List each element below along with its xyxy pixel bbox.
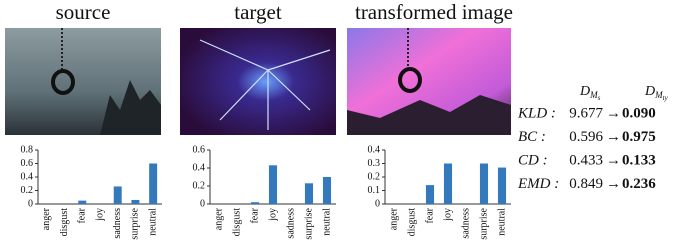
metric-to: 0.975 bbox=[622, 129, 656, 145]
x-tick-label: disgust bbox=[231, 208, 242, 237]
y-tick-label: 0 bbox=[28, 198, 33, 209]
x-tick-label: anger bbox=[213, 207, 224, 230]
metric-to: 0.236 bbox=[622, 176, 656, 192]
y-tick-label: 0.8 bbox=[21, 144, 34, 155]
metric-from: 9.677 bbox=[569, 105, 603, 121]
bar bbox=[480, 164, 488, 205]
y-tick-label: 0.4 bbox=[193, 162, 206, 173]
y-tick-label: 0.3 bbox=[368, 158, 381, 169]
x-tick-label: joy bbox=[94, 208, 105, 222]
y-tick-label: 0.2 bbox=[368, 171, 381, 182]
bar bbox=[269, 165, 277, 204]
metric-label: CD : bbox=[518, 152, 548, 168]
panel-title: source bbox=[56, 0, 111, 24]
x-tick-label: disgust bbox=[406, 208, 417, 237]
x-tick-label: surprise bbox=[130, 207, 141, 239]
metric-header: DMty bbox=[644, 84, 669, 101]
arrow: → bbox=[606, 105, 621, 121]
x-tick-label: disgust bbox=[59, 208, 70, 237]
y-tick-label: 0.6 bbox=[21, 158, 34, 169]
metric-to: 0.133 bbox=[622, 152, 656, 168]
figure: source target transformed image DMs DMty… bbox=[0, 0, 697, 247]
header-part: D bbox=[644, 84, 655, 99]
y-tick-label: 0.2 bbox=[21, 185, 34, 196]
bar bbox=[426, 185, 434, 204]
metric-from: 0.596 bbox=[569, 129, 603, 145]
x-tick-label: fear bbox=[249, 207, 260, 223]
x-tick-label: neutral bbox=[496, 208, 507, 236]
bar bbox=[149, 164, 157, 205]
metric-from: 0.433 bbox=[569, 152, 603, 168]
x-tick-label: sadness bbox=[460, 208, 471, 239]
x-tick-label: fear bbox=[77, 207, 88, 223]
x-tick-label: neutral bbox=[147, 208, 158, 236]
bar bbox=[305, 183, 313, 204]
arrow: → bbox=[606, 152, 621, 168]
metric-to: 0.090 bbox=[622, 105, 656, 121]
x-tick-label: fear bbox=[424, 207, 435, 223]
y-tick-label: 0.4 bbox=[368, 144, 381, 155]
panel-title: target bbox=[234, 0, 282, 24]
arrow: → bbox=[606, 129, 621, 145]
bar bbox=[444, 164, 452, 205]
x-tick-label: surprise bbox=[303, 207, 314, 239]
target-image bbox=[180, 28, 336, 135]
y-tick-label: 0.2 bbox=[193, 180, 206, 191]
y-tick-label: 0.6 bbox=[193, 144, 206, 155]
header-part: D bbox=[579, 84, 590, 99]
x-tick-label: anger bbox=[388, 207, 399, 230]
arrow: → bbox=[606, 176, 621, 192]
metrics: DMs DMty bbox=[579, 84, 669, 101]
x-tick-label: neutral bbox=[321, 208, 332, 236]
transformed-image bbox=[347, 28, 511, 135]
metric-label: BC : bbox=[518, 129, 546, 145]
bar bbox=[131, 200, 139, 204]
bar bbox=[323, 177, 331, 204]
x-tick-label: sadness bbox=[112, 208, 123, 239]
bar bbox=[498, 168, 506, 204]
bar bbox=[78, 201, 86, 204]
bar bbox=[114, 186, 122, 204]
y-tick-label: 0.1 bbox=[368, 185, 381, 196]
header-part: s bbox=[598, 94, 601, 102]
y-tick-label: 0.4 bbox=[21, 171, 34, 182]
y-tick-label: 0 bbox=[200, 198, 205, 209]
metric-label: EMD : bbox=[517, 176, 559, 192]
metric-label: KLD : bbox=[517, 105, 556, 121]
x-tick-label: joy bbox=[442, 208, 453, 222]
x-tick-label: joy bbox=[267, 208, 278, 222]
metric-from: 0.849 bbox=[569, 176, 603, 192]
bar bbox=[251, 202, 259, 204]
x-tick-label: sadness bbox=[285, 208, 296, 239]
panel-title: transformed image bbox=[355, 0, 513, 24]
header-part: ty bbox=[663, 94, 669, 102]
source-image bbox=[5, 28, 161, 135]
x-tick-label: surprise bbox=[478, 207, 489, 239]
metric-header: DMs bbox=[579, 84, 601, 101]
y-tick-label: 0 bbox=[375, 198, 380, 209]
x-tick-label: anger bbox=[41, 207, 52, 230]
